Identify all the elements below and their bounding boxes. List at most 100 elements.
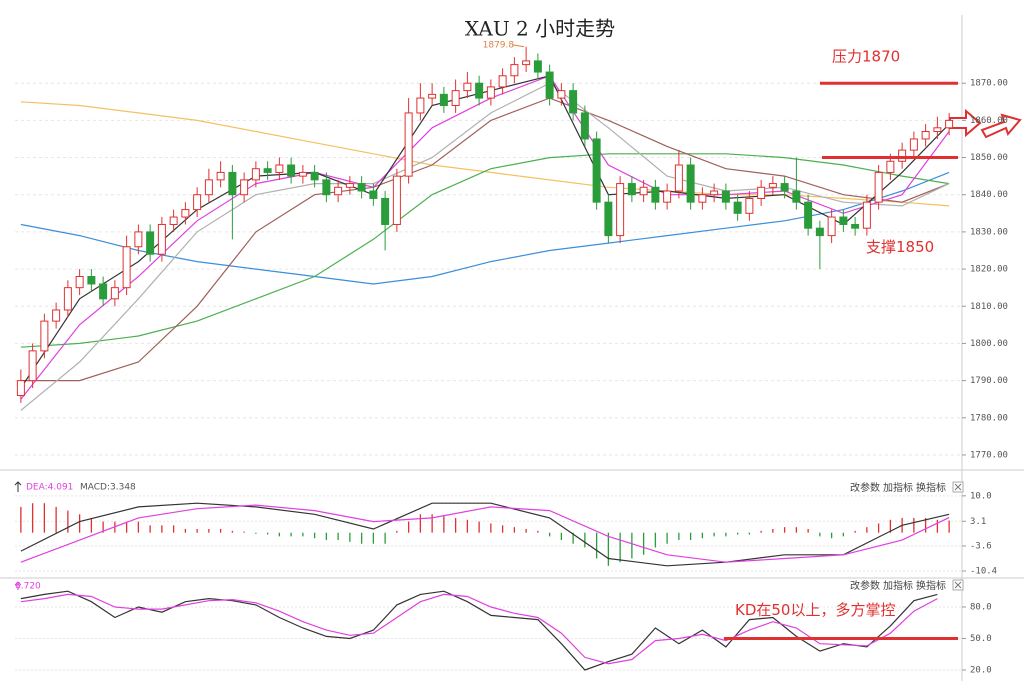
indicator-label: DEA:4.091 bbox=[26, 483, 73, 493]
candle-body bbox=[52, 309, 61, 322]
candle-body bbox=[874, 171, 883, 203]
candle-body bbox=[369, 190, 378, 199]
candle-body bbox=[240, 179, 249, 196]
candle-body bbox=[768, 183, 777, 188]
candle-body bbox=[228, 171, 237, 196]
peak-label: 1879.8 bbox=[483, 40, 515, 50]
candle-body bbox=[404, 112, 413, 177]
candle-body bbox=[357, 183, 366, 192]
candle-body bbox=[381, 197, 390, 225]
candle-body bbox=[757, 186, 766, 199]
candle-body bbox=[604, 201, 613, 237]
candle-body bbox=[710, 190, 719, 196]
candle-body bbox=[945, 119, 954, 129]
candle-body bbox=[298, 171, 307, 177]
candle-body bbox=[275, 164, 284, 173]
y-tick-label: 1780.00 bbox=[970, 413, 1008, 423]
candle-body bbox=[310, 171, 319, 181]
candle-body bbox=[898, 149, 907, 162]
candle-body bbox=[146, 231, 155, 255]
indicator-line bbox=[20, 101, 950, 207]
candle-body bbox=[804, 201, 813, 229]
y-tick-label: 50.0 bbox=[970, 634, 992, 644]
toolbar-button[interactable]: 加指标 bbox=[883, 579, 913, 592]
candle-body bbox=[16, 380, 25, 396]
level-label: KD在50以上，多方掌控 bbox=[735, 601, 895, 619]
candle-body bbox=[439, 93, 448, 107]
candle-body bbox=[639, 186, 648, 196]
candle-body bbox=[851, 223, 860, 229]
y-tick-label: 20.0 bbox=[970, 665, 992, 675]
y-tick-label: -3.6 bbox=[970, 541, 992, 551]
candle-body bbox=[815, 227, 824, 237]
candle-body bbox=[40, 320, 49, 352]
toolbar-button[interactable]: 换指标 bbox=[916, 579, 946, 592]
candle-body bbox=[451, 90, 460, 107]
candle-body bbox=[862, 201, 871, 229]
candle-body bbox=[216, 171, 225, 181]
candle-body bbox=[334, 186, 343, 196]
candle-body bbox=[839, 216, 848, 225]
candle-body bbox=[392, 175, 401, 225]
candle-body bbox=[122, 246, 131, 289]
indicator-line bbox=[20, 593, 938, 665]
resistance-label: 压力1870 bbox=[832, 48, 900, 66]
toolbar-button[interactable]: 改参数 bbox=[850, 579, 880, 592]
indicator-line bbox=[20, 504, 950, 563]
y-tick-label: 1850.00 bbox=[970, 153, 1008, 163]
arrow bbox=[980, 113, 1022, 139]
candle-body bbox=[193, 194, 202, 211]
candle-body bbox=[909, 138, 918, 151]
candle-body bbox=[522, 60, 531, 66]
candle-body bbox=[886, 160, 895, 173]
toolbar-button[interactable]: 换指标 bbox=[916, 481, 946, 494]
close-icon bbox=[954, 483, 962, 491]
y-tick-label: 1810.00 bbox=[970, 302, 1008, 312]
candle-body bbox=[486, 86, 495, 99]
y-tick-label: 10.0 bbox=[970, 491, 992, 501]
y-tick-label: -10.4 bbox=[970, 567, 997, 577]
candle-body bbox=[674, 164, 683, 192]
y-tick-label: 1840.00 bbox=[970, 190, 1008, 200]
close-icon bbox=[954, 581, 962, 589]
candle-body bbox=[557, 90, 566, 99]
candle-body bbox=[134, 231, 143, 248]
y-tick-label: 1800.00 bbox=[970, 339, 1008, 349]
y-tick-label: 1790.00 bbox=[970, 376, 1008, 386]
candle-body bbox=[792, 190, 801, 203]
candle-body bbox=[28, 350, 37, 382]
candle-body bbox=[580, 112, 589, 140]
candle-body bbox=[263, 168, 272, 173]
candle-body bbox=[745, 197, 754, 214]
candle-body bbox=[345, 183, 354, 188]
peak-pointer bbox=[512, 44, 525, 48]
arrow-icon bbox=[14, 481, 22, 492]
candle-body bbox=[686, 164, 695, 203]
toolbar-button[interactable]: 改参数 bbox=[850, 481, 880, 494]
y-tick-label: 1870.00 bbox=[970, 79, 1008, 89]
support-label: 支撑1850 bbox=[866, 238, 934, 256]
indicator-label: MACD:3.348 bbox=[80, 483, 136, 493]
indicator-line bbox=[20, 502, 950, 567]
candle-body bbox=[721, 190, 730, 203]
toolbar-button[interactable]: 加指标 bbox=[883, 481, 913, 494]
arrow-icon bbox=[14, 581, 22, 590]
indicator-line bbox=[20, 82, 950, 411]
indicator-line bbox=[20, 153, 950, 348]
y-tick-label: 3.1 bbox=[970, 517, 986, 527]
y-tick-label: 1770.00 bbox=[970, 450, 1008, 460]
candle-body bbox=[780, 183, 789, 192]
indicator-label: 6.720 bbox=[15, 582, 41, 592]
candle-body bbox=[63, 287, 72, 311]
indicator-line bbox=[20, 97, 950, 382]
candle-body bbox=[827, 216, 836, 237]
y-tick-label: 1860.00 bbox=[970, 116, 1008, 126]
candle-body bbox=[251, 168, 260, 181]
y-tick-label: 1830.00 bbox=[970, 227, 1008, 237]
candle-body bbox=[533, 60, 542, 73]
candle-body bbox=[933, 127, 942, 133]
candle-body bbox=[157, 223, 166, 255]
